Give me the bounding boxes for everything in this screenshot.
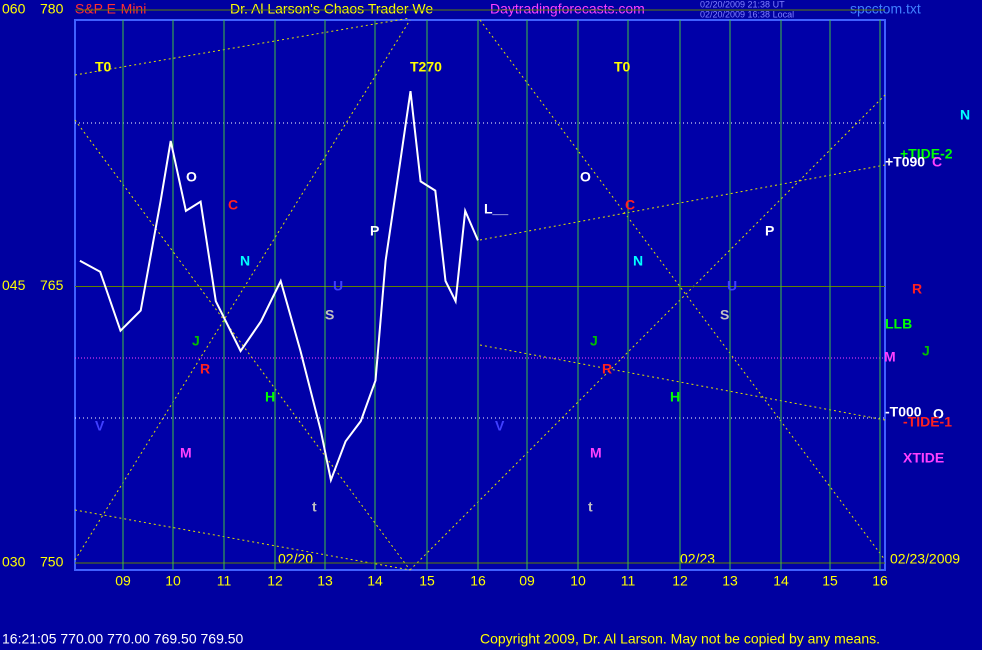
site: Daytradingforecasts.com (490, 1, 645, 17)
annotation: R (912, 281, 922, 297)
x-tick-label: 09 (115, 573, 131, 589)
x-tick-label: 14 (773, 573, 789, 589)
timestamp: 02/20/2009 21:38 UT (700, 0, 785, 9)
y-tick-label: 750 (40, 554, 64, 570)
x-tick-label: 15 (822, 573, 838, 589)
price-line (79, 90, 479, 484)
annotation: R (602, 361, 612, 377)
quote: 16:21:05 770.00 770.00 769.50 769.50 (2, 631, 244, 647)
x-tick-label: 12 (672, 573, 688, 589)
level-lines (75, 122, 885, 419)
annotation: V (495, 418, 505, 434)
x-tick-label: 10 (570, 573, 586, 589)
annotation: L__ (484, 201, 508, 217)
timestamp: 02/20/2009 16:38 Local (700, 9, 794, 19)
annotation: -TIDE-1 (903, 414, 952, 430)
annotation: S (720, 307, 729, 323)
y-tick-label: 780 (40, 1, 64, 17)
date-label: 02/23 (680, 551, 715, 567)
annotation: V (95, 418, 105, 434)
annotation: XTIDE (903, 450, 944, 466)
annotation: C (932, 154, 942, 170)
annotation: J (192, 333, 200, 349)
copyright: Copyright 2009, Dr. Al Larson. May not b… (480, 631, 880, 647)
annotation: P (370, 223, 379, 239)
annotation: H (670, 389, 680, 405)
annotation: U (727, 278, 737, 294)
chart-title: S&P E-Mini (75, 1, 146, 17)
annotation: O (186, 169, 197, 185)
annotation: S (325, 307, 334, 323)
annotation: J (590, 333, 598, 349)
x-tick-label: 09 (519, 573, 535, 589)
annotation: +T090 (885, 154, 925, 170)
annotation: O (580, 169, 591, 185)
x-tick-label: 15 (419, 573, 435, 589)
annotation: N (240, 253, 250, 269)
y-tick-label: 765 (40, 277, 64, 293)
date-label: 02/20 (278, 551, 313, 567)
plot-frame (74, 19, 886, 571)
annotation: T0 (95, 59, 112, 75)
annotation: J (922, 343, 930, 359)
x-tick-label: 13 (317, 573, 333, 589)
y2-tick-label: 045 (2, 277, 26, 293)
y2-tick-label: 030 (2, 554, 26, 570)
x-tick-label: 11 (217, 573, 232, 589)
annotation: C (228, 197, 238, 213)
x-tick-label: 16 (470, 573, 486, 589)
subtitle: Dr. Al Larson's Chaos Trader We (230, 1, 433, 17)
annotation: M (180, 445, 192, 461)
annotation: O (933, 406, 944, 422)
file-name: spcctom.txt (850, 1, 921, 17)
x-tick-label: 16 (872, 573, 888, 589)
gann-lines (74, 17, 886, 571)
x-tick-label: 12 (267, 573, 283, 589)
annotation: H (265, 389, 275, 405)
annotation: -T000 (885, 404, 922, 420)
annotation: U (333, 278, 343, 294)
annotation: +TIDE-2 (900, 146, 953, 162)
annotation: N (960, 107, 970, 123)
x-tick-label: 11 (621, 573, 636, 589)
date-label: 02/23/2009 (890, 551, 960, 567)
annotation: P (765, 223, 774, 239)
annotation: t (588, 499, 593, 515)
x-tick-label: 14 (367, 573, 383, 589)
annotation: t (312, 499, 317, 515)
annotation: N (633, 253, 643, 269)
annotation: LLB (885, 316, 912, 332)
annotation: M (590, 445, 602, 461)
x-tick-label: 10 (165, 573, 181, 589)
annotation: R (200, 361, 210, 377)
annotation: T0 (614, 59, 631, 75)
y2-tick-label: 060 (2, 1, 26, 17)
x-tick-label: 13 (722, 573, 738, 589)
annotation: C (625, 197, 635, 213)
annotation: T270 (410, 59, 442, 75)
annotation: M (884, 349, 896, 365)
